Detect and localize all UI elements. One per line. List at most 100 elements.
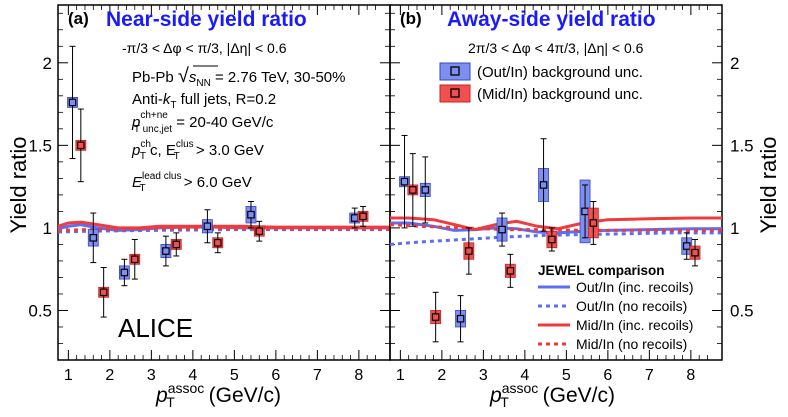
panel-b-frame xyxy=(389,4,723,361)
marker xyxy=(539,181,548,189)
marker xyxy=(130,255,139,264)
marker xyxy=(506,267,515,275)
out-in-point xyxy=(87,212,99,264)
y-tick-label: 1 xyxy=(43,219,52,238)
jewel-legend-out-no-label: Out/In (no recoils) xyxy=(576,298,687,314)
x-axis-label-a: passoc T (GeV/c) xyxy=(155,380,281,410)
out-in-point xyxy=(67,45,78,160)
mid-in-point xyxy=(98,267,110,318)
jewel-legend-out-inc-label: Out/In (inc. recoils) xyxy=(576,279,693,295)
x-tick-label: 8 xyxy=(686,367,695,384)
x-tick-label: 6 xyxy=(603,367,612,384)
info-line-2: Anti-kT full jets, R=0.2 xyxy=(132,91,276,111)
jewel-legend-title: JEWEL comparison xyxy=(538,263,665,278)
mid-in-point xyxy=(463,227,475,275)
x-tick-label: 2 xyxy=(437,367,446,384)
panel-b: 1 2 3 4 5 6 7 8 0.5 1 1.5 2 (b) Away-side yield rat… xyxy=(389,4,754,384)
panel-a-tag: (a) xyxy=(68,9,89,28)
x-tick-label: 8 xyxy=(354,367,363,384)
out-in-point xyxy=(419,156,431,224)
out-in-point xyxy=(538,138,549,232)
unc-legend-mid-marker xyxy=(450,88,460,98)
x-tick-label: 6 xyxy=(271,367,280,384)
mid-in-point xyxy=(357,205,369,227)
marker xyxy=(498,225,506,234)
marker xyxy=(589,219,598,227)
model-curve-4 xyxy=(57,227,390,232)
panel-a-points xyxy=(67,45,369,318)
marker xyxy=(682,242,691,250)
marker xyxy=(548,235,556,244)
panel-b-title: Away-side yield ratio xyxy=(447,8,656,31)
y-tick-label-right: 1.5 xyxy=(730,136,754,155)
marker xyxy=(172,240,181,249)
mid-in-point xyxy=(407,153,419,227)
panel-b-models xyxy=(389,216,722,246)
panel-a-title: Near-side yield ratio xyxy=(106,8,307,31)
x-tick-label: 1 xyxy=(396,367,405,384)
out-in-point xyxy=(245,200,257,229)
x-tick-label: 7 xyxy=(313,367,322,384)
y-tick-label: 2 xyxy=(43,54,52,73)
marker xyxy=(400,177,409,186)
marker xyxy=(77,141,85,150)
x-tick-label: 4 xyxy=(520,367,529,384)
out-in-point xyxy=(349,207,361,229)
mid-in-point xyxy=(129,238,141,280)
jewel-legend-mid-no-label: Mid/In (no recoils) xyxy=(576,336,687,352)
y-axis-label-right: Yield ratio xyxy=(756,136,781,233)
marker xyxy=(456,314,465,323)
x-tick-label: 7 xyxy=(645,367,654,384)
out-in-point xyxy=(455,295,466,343)
info-line-1: Pb-Pb √sNN = 2.76 TeV, 30-50% xyxy=(132,65,346,89)
marker xyxy=(581,207,589,216)
marker xyxy=(691,248,699,257)
unc-legend-out-box xyxy=(439,62,471,81)
marker xyxy=(203,222,212,231)
x-tick-label: 3 xyxy=(479,367,488,384)
x-tick-label: 5 xyxy=(562,367,571,384)
panel-a: 1 2 3 4 5 6 7 8 0.5 1 1.5 2 (a) Near-side yield rat… xyxy=(28,4,391,384)
mid-in-point xyxy=(170,232,182,257)
y-tick-label: 1.5 xyxy=(28,136,52,155)
marker xyxy=(162,247,170,255)
marker xyxy=(247,210,255,219)
y-tick-label-right: 1 xyxy=(730,219,739,238)
panel-b-cut: 2π/3 < Δφ < 4π/3, |Δη| < 0.6 xyxy=(468,40,644,56)
unc-legend-out-marker xyxy=(450,66,460,76)
out-in-point xyxy=(201,209,213,244)
marker xyxy=(350,214,359,222)
unc-legend-mid-label: (Mid/In) background unc. xyxy=(477,86,643,103)
out-in-point xyxy=(496,212,508,247)
y-tick-label-right: 0.5 xyxy=(730,301,754,320)
unc-legend-mid-box xyxy=(439,84,471,103)
marker xyxy=(409,186,417,194)
x-tick-label: 5 xyxy=(230,367,239,384)
x-tick-label: 4 xyxy=(188,367,197,384)
x-tick-label: 3 xyxy=(147,367,156,384)
mid-in-point xyxy=(587,200,599,245)
panel-a-models xyxy=(57,220,390,234)
unc-legend-out-label: (Out/In) background unc. xyxy=(477,64,643,81)
unc-legend: (Out/In) background unc. (Mid/In) backgr… xyxy=(439,62,643,103)
panel-a-info: Pb-Pb √sNN = 2.76 TeV, 30-50% Anti-kT fu… xyxy=(131,65,346,194)
panel-a-ticks: 1 2 3 4 5 6 7 8 0.5 1 1.5 2 xyxy=(28,5,390,384)
model-curve-3 xyxy=(390,216,722,232)
out-in-point xyxy=(399,134,410,229)
y-tick-label: 0.5 xyxy=(28,301,52,320)
mid-in-point xyxy=(546,227,558,252)
mid-in-point xyxy=(212,232,224,254)
mid-in-point xyxy=(504,253,516,288)
out-in-point xyxy=(160,235,172,267)
x-tick-label: 1 xyxy=(64,367,73,384)
model-curve-2 xyxy=(389,231,722,246)
model-curve-3 xyxy=(57,220,390,230)
model-curve-2 xyxy=(57,228,390,234)
y-tick-label-right: 2 xyxy=(730,54,739,73)
marker xyxy=(421,186,430,194)
y-axis-label-left: Yield ratio xyxy=(6,136,31,233)
panel-a-cut: -π/3 < Δφ < π/3, |Δη| < 0.6 xyxy=(122,40,287,56)
x-tick-label: 2 xyxy=(105,367,114,384)
